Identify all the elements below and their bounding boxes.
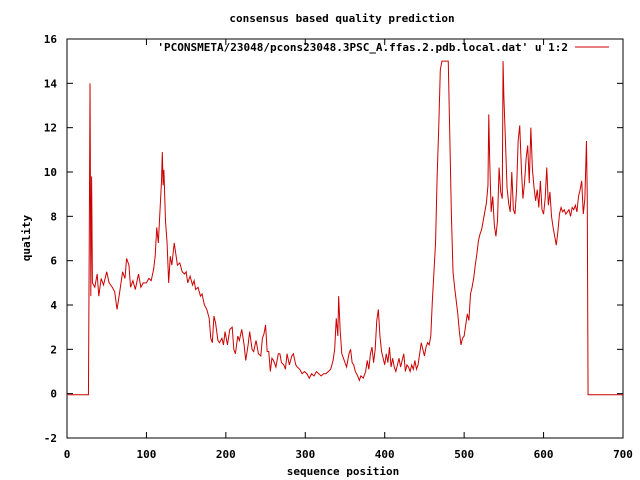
series-layer xyxy=(67,60,623,396)
y-tick-label: 16 xyxy=(44,33,58,46)
x-tick-label: 500 xyxy=(454,448,474,461)
y-tick-label: 6 xyxy=(50,255,57,268)
x-tick-label: 400 xyxy=(375,448,395,461)
legend: 'PCONSMETA/23048/pcons23048.3PSC_A.ffas.… xyxy=(157,41,609,54)
y-tick-label: 10 xyxy=(44,166,57,179)
x-tick-label: 300 xyxy=(295,448,315,461)
x-tick-label: 0 xyxy=(64,448,71,461)
x-tick-label: 200 xyxy=(216,448,236,461)
x-tick-label: 100 xyxy=(136,448,156,461)
legend-label: 'PCONSMETA/23048/pcons23048.3PSC_A.ffas.… xyxy=(157,41,568,54)
y-tick-label: -2 xyxy=(44,432,57,445)
y-tick-label: 2 xyxy=(50,343,57,356)
y-tick-label: 8 xyxy=(50,210,57,223)
chart-title: consensus based quality prediction xyxy=(229,12,454,25)
x-tick-label: 600 xyxy=(534,448,554,461)
x-tick-label: 700 xyxy=(613,448,633,461)
axes-group: 0 100 200 300 400 500 600 700 -2 0 2 4 6 8 10 12 14 16 xyxy=(44,33,633,461)
y-tick-label: 12 xyxy=(44,122,57,135)
y-tick-label: 14 xyxy=(44,77,58,90)
plot-frame xyxy=(66,38,624,439)
y-axis-label: quality xyxy=(20,214,33,261)
series-line xyxy=(67,60,623,396)
y-tick-label: 0 xyxy=(50,388,57,401)
x-axis-label: sequence position xyxy=(287,465,400,478)
y-tick-label: 4 xyxy=(50,299,57,312)
